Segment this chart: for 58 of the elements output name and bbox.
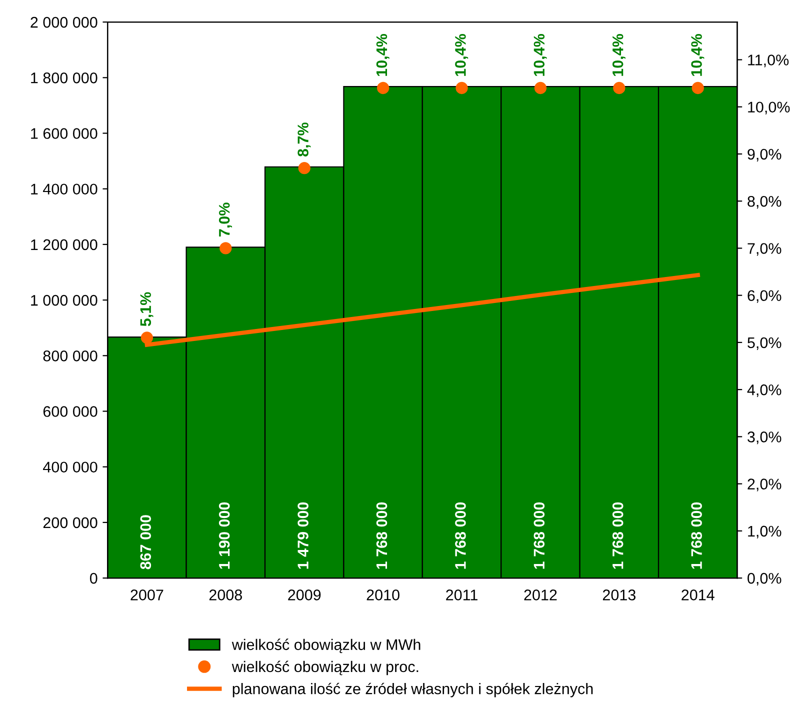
x-tick-label: 2008 — [209, 590, 242, 600]
data-label: 10,4% — [691, 34, 704, 76]
data-label: 1 768 000 — [455, 502, 466, 569]
y-tick-label: 400 000 — [43, 462, 98, 473]
y-tick-label: 800 000 — [43, 350, 98, 362]
y-tick-label: 200 000 — [43, 517, 98, 528]
data-label: 10,4% — [612, 34, 626, 76]
x-tick-label: 2011 — [446, 590, 478, 600]
x-tick-label: 2013 — [602, 590, 636, 600]
legend-label: wielkość obowiązku w proc. — [232, 660, 418, 676]
point — [376, 82, 390, 94]
point — [613, 82, 626, 94]
data-label: 1 768 000 — [376, 502, 388, 569]
data-label: 8,7% — [298, 122, 311, 157]
point — [534, 82, 547, 94]
y-tick-label: 1 000 000 — [31, 294, 98, 306]
data-label: 867 000 — [140, 515, 152, 570]
point — [220, 242, 232, 254]
y2-tick-label: 1,0% — [748, 526, 782, 538]
data-label: 1 768 000 — [534, 502, 545, 569]
y2-tick-label: 7,0% — [748, 243, 782, 256]
x-tick-label: 2012 — [524, 590, 557, 600]
y2-tick-label: 4,0% — [747, 384, 782, 398]
data-label: 1 479 000 — [298, 502, 308, 569]
point — [456, 82, 468, 94]
y-tick-label: 600 000 — [43, 406, 98, 417]
point — [692, 82, 704, 94]
data-label: 10,4% — [455, 34, 468, 76]
y2-tick-label: 2,0% — [748, 478, 782, 492]
point — [298, 162, 310, 174]
y-tick-label: 1 400 000 — [31, 184, 98, 195]
data-label: 5,1% — [140, 292, 154, 326]
y2-tick-label: 9,0% — [748, 148, 782, 162]
y-tick-label: 2 000 000 — [30, 16, 98, 28]
y2-tick-label: 8,0% — [748, 196, 782, 209]
data-label: 1 190 000 — [218, 502, 230, 569]
y-tick-label: 1 800 000 — [31, 72, 98, 84]
y2-tick-label: 11,0% — [748, 54, 789, 68]
y2-tick-label: 5,0% — [748, 337, 782, 350]
data-label: 7,0% — [218, 202, 232, 236]
y2-tick-label: 6,0% — [748, 290, 782, 303]
y2-tick-label: 3,0% — [748, 432, 782, 444]
x-tick-label: 2009 — [288, 590, 321, 600]
data-label: 10,4% — [376, 34, 390, 76]
data-label: 1 768 000 — [612, 502, 624, 569]
y2-tick-label: 0,0% — [748, 572, 782, 586]
y2-tick-label: 10,0% — [748, 102, 790, 114]
x-tick-label: 2014 — [682, 590, 714, 600]
y-tick-label: 1 200 000 — [31, 239, 98, 250]
y-tick-label: 1 600 000 — [31, 128, 98, 139]
point — [140, 332, 154, 344]
data-label: 1 768 000 — [691, 502, 702, 569]
x-tick-label: 2010 — [366, 590, 400, 600]
data-label: 10,4% — [534, 34, 547, 76]
legend-label: planowana ilość ze źródeł własnych i spółek zleżnych — [232, 682, 593, 698]
y-tick-label: 0 — [90, 572, 98, 584]
x-tick-label: 2007 — [130, 590, 164, 600]
legend-label: wielkość obowiązku w MWh — [232, 638, 420, 654]
